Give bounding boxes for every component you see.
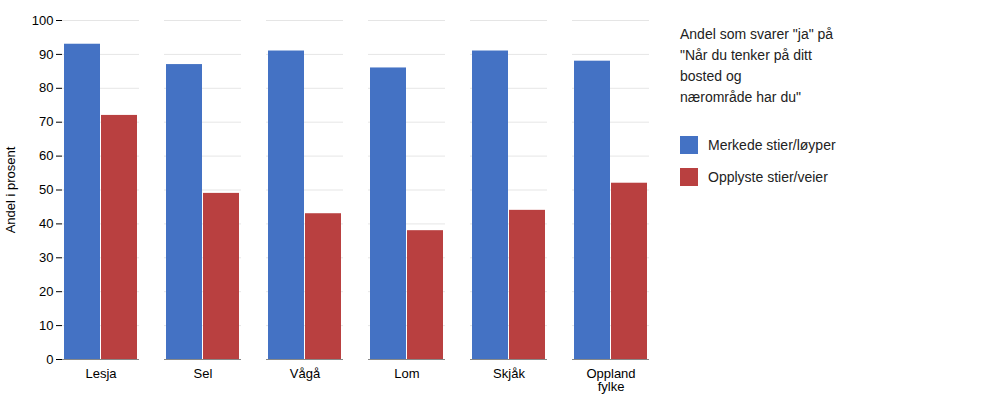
svg-text:90: 90 (39, 47, 53, 62)
svg-text:Lom: Lom (394, 366, 419, 381)
svg-text:80: 80 (39, 80, 53, 95)
svg-text:20: 20 (39, 284, 53, 299)
svg-text:60: 60 (39, 148, 53, 163)
svg-text:Andel i prosent: Andel i prosent (3, 146, 18, 233)
svg-text:0: 0 (46, 352, 53, 367)
svg-text:100: 100 (32, 13, 54, 28)
html-text:Opplyste stier/veier: Opplyste stier/veier (708, 169, 828, 185)
svg-text:Skjåk: Skjåk (493, 366, 525, 381)
svg-text:Vågå: Vågå (290, 366, 321, 381)
svg-text:Opplandfylke: Opplandfylke (586, 366, 635, 394)
svg-text:Sel: Sel (194, 366, 213, 381)
svg-text:30: 30 (39, 250, 53, 265)
svg-text:Lesja: Lesja (85, 366, 117, 381)
svg-text:10: 10 (39, 318, 53, 333)
svg-text:50: 50 (39, 182, 53, 197)
svg-text:70: 70 (39, 114, 53, 129)
html-text:Merkede stier/løyper: Merkede stier/løyper (708, 137, 836, 153)
svg-text:40: 40 (39, 216, 53, 231)
html-text:Andel som svarer "ja" på "Når: Andel som svarer "ja" på "Når du tenker … (680, 26, 834, 105)
